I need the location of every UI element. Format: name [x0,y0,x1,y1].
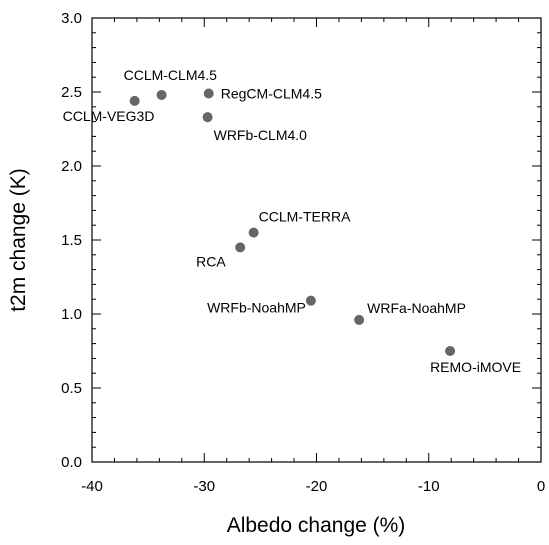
data-point-label: CCLM-VEG3D [63,108,155,124]
data-point-label: CCLM-TERRA [259,209,351,225]
data-point-label: RCA [196,253,226,269]
y-tick-label: 0.0 [61,454,82,471]
data-points: CCLM-CLM4.5 CCLM-VEG3D RegCM-CLM4.5 WRFb-CL… [63,67,521,375]
y-axis-label: t2m change (K) [7,168,30,312]
data-point [129,95,140,106]
y-tick-label: 1.5 [61,232,82,249]
axis-tick-labels: -40 -30 -20 -10 0 0.0 0.5 1.0 1.5 2.0 2.5 3.0 [61,10,545,495]
data-point [203,88,214,99]
y-tick-label: 3.0 [61,10,82,27]
data-point [445,346,456,356]
data-point [202,112,213,123]
x-tick-label: -20 [306,478,328,495]
data-point [305,295,316,306]
axis-ticks [91,17,542,463]
data-point-label: WRFb-CLM4.0 [214,127,308,143]
y-tick-label: 1.0 [61,306,82,323]
x-axis-label: Albedo change (%) [227,514,406,537]
x-tick-label: -10 [418,478,440,495]
x-tick-label: 0 [537,478,545,495]
data-point-label: WRFa-NoahMP [367,300,466,316]
y-tick-label: 2.5 [61,84,82,101]
data-point-label: RegCM-CLM4.5 [221,85,322,101]
data-point [156,89,167,100]
data-point [248,227,259,238]
data-point [235,242,246,253]
x-tick-label: -40 [81,478,103,495]
data-point-label: WRFb-NoahMP [207,300,306,316]
data-point-label: CCLM-CLM4.5 [124,67,218,83]
data-point [354,314,365,325]
y-tick-label: 0.5 [61,380,82,397]
y-tick-label: 2.0 [61,158,82,175]
data-point-label: REMO-iMOVE [430,359,521,375]
x-tick-label: -30 [193,478,215,495]
